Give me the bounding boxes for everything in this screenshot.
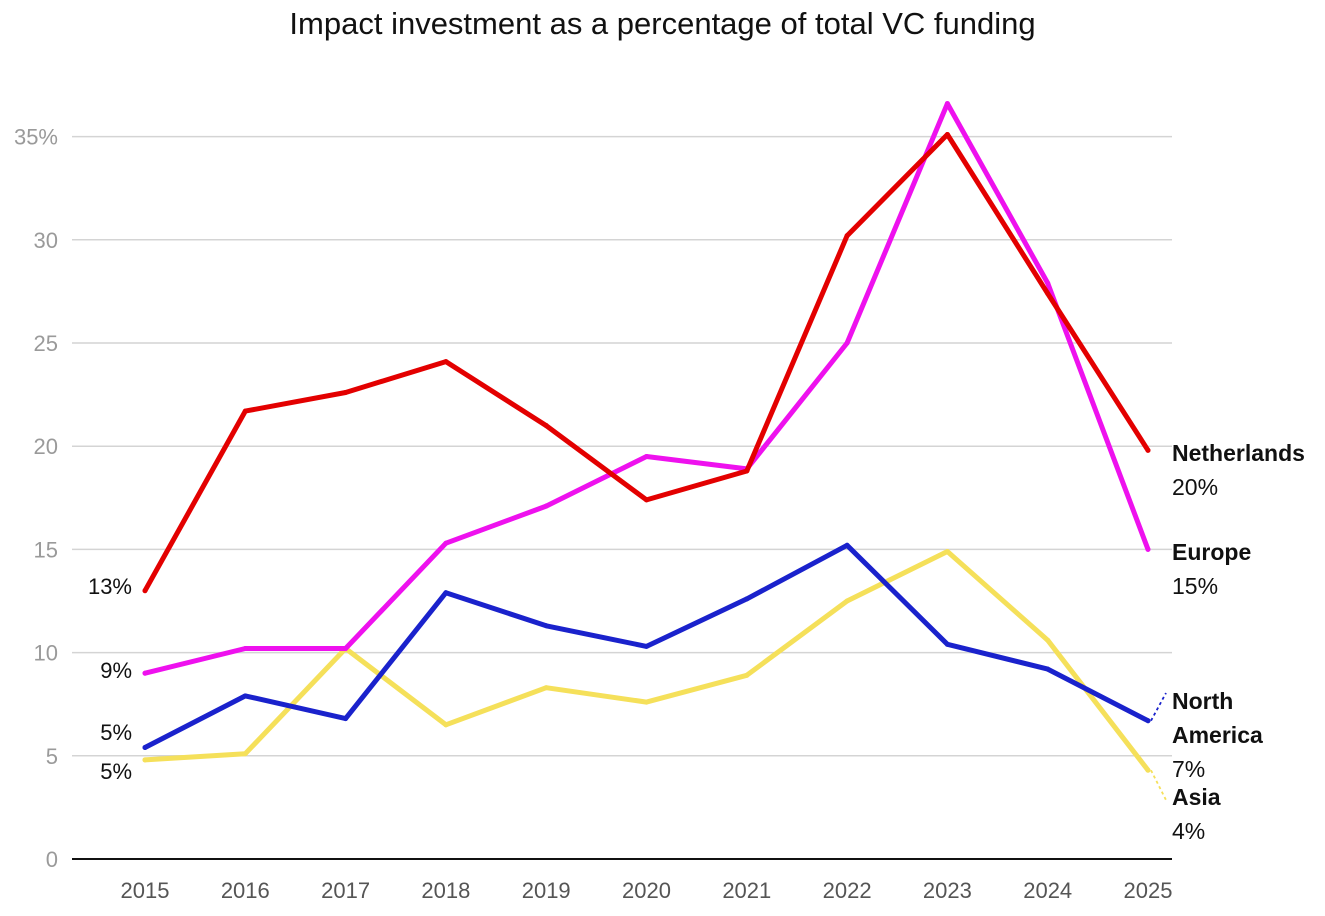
start-label-bg-netherlands	[82, 572, 134, 600]
data-point-asia-2022	[844, 598, 850, 604]
data-point-netherlands-2015	[142, 588, 148, 594]
start-label-bg-europe	[82, 656, 134, 684]
chart-title: Impact investment as a percentage of tot…	[289, 6, 1036, 41]
data-point-netherlands-2018	[443, 359, 449, 365]
x-tick-label-2023: 2023	[923, 878, 972, 903]
data-point-north-america-2025	[1145, 718, 1151, 724]
data-point-netherlands-2021	[744, 468, 750, 474]
start-label-bg-north-america	[82, 718, 134, 746]
end-label-value-netherlands: 20%	[1172, 474, 1218, 500]
data-point-europe-2024	[1045, 280, 1051, 286]
data-point-europe-2016	[242, 645, 248, 651]
end-label-name-europe: Europe	[1172, 539, 1251, 565]
x-tick-label-2024: 2024	[1023, 878, 1072, 903]
x-tick-label-2020: 2020	[622, 878, 671, 903]
end-label-name-north-america: North	[1172, 688, 1233, 714]
data-point-north-america-2019	[543, 623, 549, 629]
series-line-europe	[142, 101, 1151, 676]
end-label-name-north-america-1: America	[1172, 722, 1263, 748]
end-label-name-asia: Asia	[1172, 784, 1221, 810]
data-point-north-america-2015	[142, 745, 148, 751]
data-point-asia-2016	[242, 751, 248, 757]
data-point-north-america-2022	[844, 542, 850, 548]
data-point-europe-2025	[1145, 546, 1151, 552]
y-tick-label-20: 20	[34, 434, 58, 459]
x-tick-label-2022: 2022	[823, 878, 872, 903]
start-label-north-america: 5%	[100, 720, 132, 745]
data-point-europe-2023	[944, 101, 950, 107]
data-point-netherlands-2025	[1145, 447, 1151, 453]
data-point-north-america-2021	[744, 596, 750, 602]
y-tick-label-15: 15	[34, 537, 58, 562]
data-point-netherlands-2022	[844, 233, 850, 239]
y-tick-label-0: 0	[46, 847, 58, 872]
data-point-europe-2022	[844, 340, 850, 346]
y-tick-label-35: 35%	[14, 125, 58, 150]
data-point-netherlands-2019	[543, 423, 549, 429]
series-line-asia	[142, 549, 1151, 773]
x-tick-label-2019: 2019	[522, 878, 571, 903]
data-point-netherlands-2020	[644, 497, 649, 503]
data-point-netherlands-2024	[1045, 290, 1051, 296]
series-line-netherlands	[142, 132, 1151, 594]
data-point-netherlands-2017	[343, 390, 349, 396]
data-point-europe-2019	[543, 503, 549, 509]
data-point-north-america-2017	[343, 716, 349, 722]
data-point-north-america-2016	[242, 693, 248, 699]
data-point-asia-2019	[543, 685, 549, 691]
x-tick-label-2015: 2015	[121, 878, 170, 903]
y-tick-label-10: 10	[34, 641, 58, 666]
y-tick-label-25: 25	[34, 331, 58, 356]
data-point-asia-2024	[1045, 637, 1051, 643]
start-label-europe: 9%	[100, 658, 132, 683]
start-label-asia: 5%	[100, 759, 132, 784]
end-label-value-north-america: 7%	[1172, 756, 1205, 782]
data-point-asia-2015	[142, 757, 148, 763]
data-point-europe-2018	[443, 540, 449, 546]
data-point-asia-2023	[944, 548, 950, 554]
data-point-asia-2025	[1145, 767, 1151, 773]
end-label-name-netherlands: Netherlands	[1172, 440, 1305, 466]
end-label-value-asia: 4%	[1172, 818, 1205, 844]
data-point-north-america-2023	[944, 641, 950, 647]
leader-line-asia	[1150, 769, 1167, 801]
x-tick-label-2017: 2017	[321, 878, 370, 903]
data-point-asia-2021	[744, 672, 750, 678]
x-tick-label-2025: 2025	[1124, 878, 1173, 903]
data-point-north-america-2020	[644, 643, 649, 649]
start-label-netherlands: 13%	[88, 574, 132, 599]
data-point-europe-2015	[142, 670, 148, 676]
data-point-asia-2018	[443, 722, 449, 728]
data-point-europe-2017	[343, 645, 349, 651]
start-label-bg-asia	[82, 757, 134, 785]
y-tick-label-30: 30	[34, 228, 58, 253]
end-label-value-europe: 15%	[1172, 573, 1218, 599]
leader-line-north-america	[1150, 692, 1167, 722]
data-point-north-america-2018	[443, 590, 449, 596]
x-tick-label-2018: 2018	[421, 878, 470, 903]
data-point-netherlands-2023	[944, 132, 950, 138]
x-tick-label-2016: 2016	[221, 878, 270, 903]
y-tick-label-5: 5	[46, 744, 58, 769]
data-point-netherlands-2016	[242, 408, 248, 414]
x-tick-label-2021: 2021	[722, 878, 771, 903]
data-point-north-america-2024	[1045, 666, 1051, 672]
data-point-europe-2020	[644, 454, 649, 460]
data-point-asia-2020	[644, 699, 649, 705]
